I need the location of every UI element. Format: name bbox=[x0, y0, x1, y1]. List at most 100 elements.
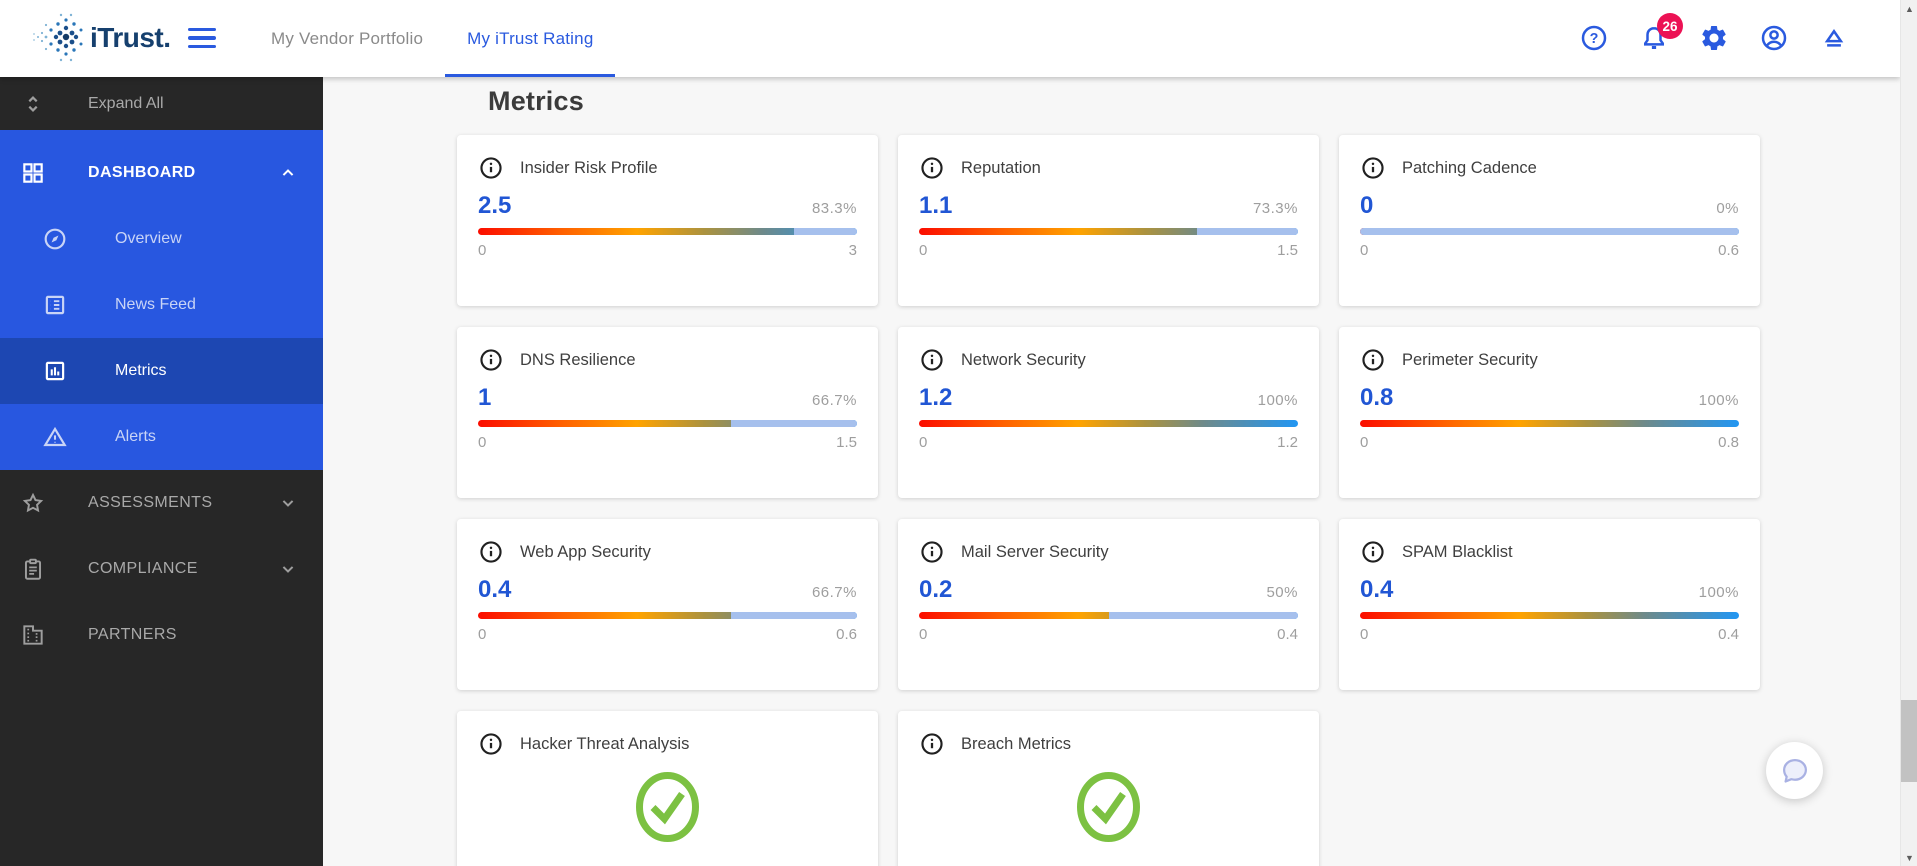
metric-progress-bar bbox=[1360, 420, 1739, 427]
metric-range-min: 0 bbox=[1360, 626, 1369, 643]
top-navbar: iTrust. My Vendor Portfolio My iTrust Ra… bbox=[0, 0, 1900, 77]
metric-card: Perimeter Security 0.8 100% 0 0.8 bbox=[1339, 327, 1760, 498]
metric-card: Web App Security 0.4 66.7% 0 0.6 bbox=[457, 519, 878, 690]
metric-range-max: 0.6 bbox=[836, 626, 857, 643]
info-icon[interactable] bbox=[919, 731, 945, 757]
metric-value: 2.5 bbox=[478, 192, 512, 219]
metric-card: Mail Server Security 0.2 50% 0 0.4 bbox=[898, 519, 1319, 690]
metric-title: Reputation bbox=[961, 158, 1041, 177]
metric-card-header: Reputation bbox=[919, 155, 1298, 181]
metric-value: 1.1 bbox=[919, 192, 953, 219]
metric-title: Insider Risk Profile bbox=[520, 158, 658, 177]
sidebar: Expand All DASHBOARD Overview bbox=[0, 77, 323, 866]
sidebar-item-news-feed[interactable]: News Feed bbox=[0, 272, 323, 338]
metric-range-max: 1.5 bbox=[836, 434, 857, 451]
info-icon[interactable] bbox=[1360, 347, 1386, 373]
sidebar-item-assessments[interactable]: ASSESSMENTS bbox=[0, 470, 323, 536]
info-icon[interactable] bbox=[478, 539, 504, 565]
metric-card: Hacker Threat Analysis bbox=[457, 711, 878, 866]
info-icon[interactable] bbox=[919, 347, 945, 373]
svg-text:?: ? bbox=[1590, 31, 1599, 47]
metric-value: 0.4 bbox=[478, 576, 512, 603]
sidebar-expand-all[interactable]: Expand All bbox=[0, 77, 323, 130]
dashboard-section: DASHBOARD Overview News Feed bbox=[0, 130, 323, 470]
account-icon[interactable] bbox=[1756, 20, 1792, 56]
chat-bubble-icon bbox=[1782, 758, 1807, 783]
metric-progress-bar bbox=[1360, 612, 1739, 619]
scroll-down-arrow[interactable]: ▼ bbox=[1901, 849, 1917, 866]
metric-title: Network Security bbox=[961, 350, 1086, 369]
metric-title: Patching Cadence bbox=[1402, 158, 1537, 177]
eject-icon[interactable] bbox=[1816, 20, 1852, 56]
info-icon[interactable] bbox=[1360, 539, 1386, 565]
metric-card: Breach Metrics bbox=[898, 711, 1319, 866]
metric-percent: 73.3% bbox=[1252, 200, 1298, 217]
sidebar-item-overview[interactable]: Overview bbox=[0, 206, 323, 272]
metric-progress-bar bbox=[478, 612, 857, 619]
info-icon[interactable] bbox=[919, 155, 945, 181]
metric-percent: 100% bbox=[1698, 584, 1739, 601]
info-icon[interactable] bbox=[919, 539, 945, 565]
metric-card: Reputation 1.1 73.3% 0 1.5 bbox=[898, 135, 1319, 306]
top-tabs: My Vendor Portfolio My iTrust Rating bbox=[249, 0, 616, 77]
check-circle-icon bbox=[636, 772, 699, 842]
metric-value: 1.2 bbox=[919, 384, 953, 411]
scrollbar-thumb[interactable] bbox=[1901, 700, 1917, 782]
sidebar-item-metrics[interactable]: Metrics bbox=[0, 338, 323, 404]
metric-range-min: 0 bbox=[1360, 242, 1369, 259]
compass-icon bbox=[40, 224, 70, 254]
sidebar-item-label: Overview bbox=[115, 230, 182, 247]
info-icon[interactable] bbox=[1360, 155, 1386, 181]
metric-progress-bar bbox=[919, 612, 1298, 619]
metric-value: 0.2 bbox=[919, 576, 953, 603]
metric-value: 1 bbox=[478, 384, 492, 411]
metric-value: 0.4 bbox=[1360, 576, 1394, 603]
metric-card-header: SPAM Blacklist bbox=[1360, 539, 1739, 565]
info-icon[interactable] bbox=[478, 347, 504, 373]
metric-range-min: 0 bbox=[919, 626, 928, 643]
metric-card-header: Perimeter Security bbox=[1360, 347, 1739, 373]
metric-value: 0.8 bbox=[1360, 384, 1394, 411]
metric-range-min: 0 bbox=[478, 242, 487, 259]
metric-title: Hacker Threat Analysis bbox=[520, 734, 690, 753]
metric-card: Network Security 1.2 100% 0 1.2 bbox=[898, 327, 1319, 498]
bar-chart-icon bbox=[40, 356, 70, 386]
metric-progress-remainder bbox=[730, 420, 857, 427]
metric-title: Web App Security bbox=[520, 542, 651, 561]
settings-gear-icon[interactable] bbox=[1696, 20, 1732, 56]
metric-card-header: Hacker Threat Analysis bbox=[478, 731, 857, 757]
metric-card-header: Network Security bbox=[919, 347, 1298, 373]
tab-my-itrust-rating[interactable]: My iTrust Rating bbox=[445, 0, 616, 77]
info-icon[interactable] bbox=[478, 155, 504, 181]
expand-all-label: Expand All bbox=[88, 94, 164, 112]
tab-my-vendor-portfolio[interactable]: My Vendor Portfolio bbox=[249, 0, 445, 77]
metric-range-min: 0 bbox=[478, 434, 487, 451]
sidebar-item-label: DASHBOARD bbox=[88, 164, 196, 181]
warning-triangle-icon bbox=[40, 422, 70, 452]
metric-range-min: 0 bbox=[919, 434, 928, 451]
metric-progress-bar bbox=[478, 228, 857, 235]
chat-button[interactable] bbox=[1766, 742, 1823, 799]
sidebar-item-label: Metrics bbox=[115, 362, 167, 379]
sidebar-item-compliance[interactable]: COMPLIANCE bbox=[0, 536, 323, 602]
chevron-down-icon bbox=[278, 493, 298, 513]
sidebar-item-partners[interactable]: PARTNERS bbox=[0, 602, 323, 668]
sidebar-item-alerts[interactable]: Alerts bbox=[0, 404, 323, 470]
scroll-up-arrow[interactable]: ▲ bbox=[1901, 0, 1917, 17]
metric-progress-bar bbox=[919, 228, 1298, 235]
sidebar-item-dashboard[interactable]: DASHBOARD bbox=[0, 140, 323, 206]
info-icon[interactable] bbox=[478, 731, 504, 757]
clipboard-icon bbox=[18, 554, 48, 584]
sidebar-item-label: ASSESSMENTS bbox=[88, 494, 213, 511]
sidebar-item-label: News Feed bbox=[115, 296, 196, 313]
metric-range-max: 0.4 bbox=[1718, 626, 1739, 643]
page-scrollbar: ▲ ▼ bbox=[1900, 0, 1917, 866]
menu-icon[interactable] bbox=[188, 21, 222, 55]
metric-percent: 50% bbox=[1266, 584, 1298, 601]
metric-card-header: Patching Cadence bbox=[1360, 155, 1739, 181]
chevron-up-icon bbox=[278, 163, 298, 183]
notification-badge: 26 bbox=[1657, 13, 1683, 39]
notifications-bell-icon[interactable]: 26 bbox=[1636, 13, 1683, 56]
metric-progress-remainder bbox=[1196, 228, 1298, 235]
help-icon[interactable]: ? bbox=[1576, 20, 1612, 56]
